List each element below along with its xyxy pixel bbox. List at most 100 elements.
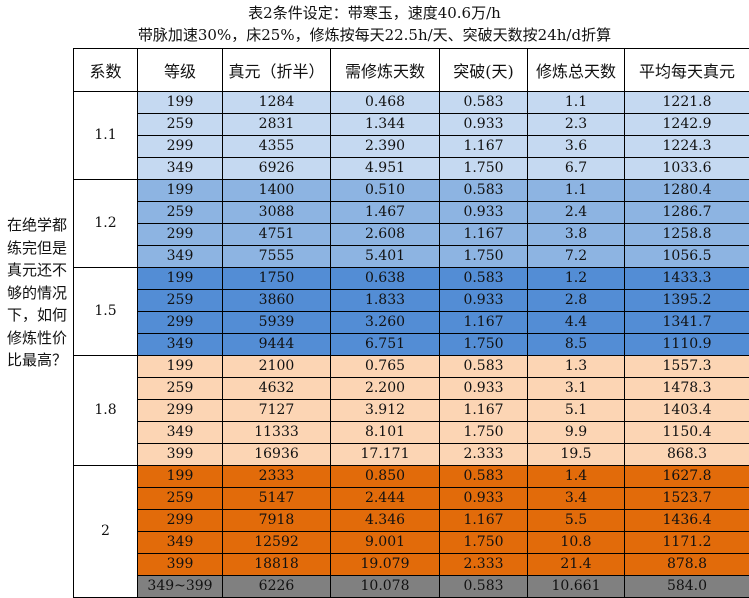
total-days-cell[interactable]: 5.1 xyxy=(528,400,625,422)
breakthrough-cell[interactable]: 0.583 xyxy=(440,356,528,378)
breakthrough-cell[interactable]: 1.167 xyxy=(440,400,528,422)
breakthrough-cell[interactable]: 1.750 xyxy=(440,246,528,268)
required-days-cell[interactable]: 17.171 xyxy=(331,444,440,466)
level-cell[interactable]: 259 xyxy=(138,378,223,400)
zhenyuan-cell[interactable]: 7918 xyxy=(223,510,331,532)
required-days-cell[interactable]: 1.344 xyxy=(331,114,440,136)
breakthrough-cell[interactable]: 1.750 xyxy=(440,334,528,356)
avg-per-day-cell[interactable]: 1224.3 xyxy=(625,136,749,158)
level-cell[interactable]: 199 xyxy=(138,356,223,378)
required-days-cell[interactable]: 2.444 xyxy=(331,488,440,510)
avg-per-day-cell[interactable]: 1221.8 xyxy=(625,92,749,114)
zhenyuan-cell[interactable]: 9444 xyxy=(223,334,331,356)
required-days-cell[interactable]: 3.912 xyxy=(331,400,440,422)
breakthrough-cell[interactable]: 1.750 xyxy=(440,422,528,444)
level-cell[interactable]: 349 xyxy=(138,334,223,356)
total-days-cell[interactable]: 8.5 xyxy=(528,334,625,356)
breakthrough-cell[interactable]: 0.583 xyxy=(440,268,528,290)
avg-per-day-cell[interactable]: 1033.6 xyxy=(625,158,749,180)
breakthrough-cell[interactable]: 1.167 xyxy=(440,312,528,334)
zhenyuan-cell[interactable]: 12592 xyxy=(223,532,331,554)
avg-per-day-cell[interactable]: 1433.3 xyxy=(625,268,749,290)
header-avg-per-day[interactable]: 平均每天真元 xyxy=(625,49,749,92)
total-days-cell[interactable]: 1.4 xyxy=(528,466,625,488)
coefficient-cell[interactable]: 1.2 xyxy=(74,180,138,268)
required-days-cell[interactable]: 19.079 xyxy=(331,554,440,576)
zhenyuan-cell[interactable]: 7555 xyxy=(223,246,331,268)
total-days-cell[interactable]: 10.8 xyxy=(528,532,625,554)
avg-per-day-cell[interactable]: 878.8 xyxy=(625,554,749,576)
breakthrough-cell[interactable]: 0.583 xyxy=(440,180,528,202)
header-zhenyuan[interactable]: 真元（折半） xyxy=(223,49,331,92)
breakthrough-cell[interactable]: 1.167 xyxy=(440,510,528,532)
avg-per-day-cell[interactable]: 1171.2 xyxy=(625,532,749,554)
zhenyuan-cell[interactable]: 11333 xyxy=(223,422,331,444)
breakthrough-cell[interactable]: 2.333 xyxy=(440,554,528,576)
level-cell[interactable]: 259 xyxy=(138,290,223,312)
zhenyuan-cell[interactable]: 6926 xyxy=(223,158,331,180)
total-days-cell[interactable]: 1.3 xyxy=(528,356,625,378)
required-days-cell[interactable]: 8.101 xyxy=(331,422,440,444)
breakthrough-cell[interactable]: 0.583 xyxy=(440,466,528,488)
zhenyuan-cell[interactable]: 1400 xyxy=(223,180,331,202)
zhenyuan-cell[interactable]: 2333 xyxy=(223,466,331,488)
required-days-cell[interactable]: 1.833 xyxy=(331,290,440,312)
total-days-cell[interactable]: 3.4 xyxy=(528,488,625,510)
breakthrough-cell[interactable]: 1.750 xyxy=(440,532,528,554)
breakthrough-cell[interactable]: 0.933 xyxy=(440,378,528,400)
avg-per-day-cell[interactable]: 1523.7 xyxy=(625,488,749,510)
total-days-cell[interactable]: 3.1 xyxy=(528,378,625,400)
level-cell[interactable]: 199 xyxy=(138,268,223,290)
zhenyuan-cell[interactable]: 5147 xyxy=(223,488,331,510)
required-days-cell[interactable]: 4.346 xyxy=(331,510,440,532)
header-breakthrough-days[interactable]: 突破(天) xyxy=(440,49,528,92)
avg-per-day-cell[interactable]: 1436.4 xyxy=(625,510,749,532)
total-days-cell[interactable]: 4.4 xyxy=(528,312,625,334)
header-level[interactable]: 等级 xyxy=(138,49,223,92)
breakthrough-cell[interactable]: 1.750 xyxy=(440,158,528,180)
summary-avg-per-day-cell[interactable]: 584.0 xyxy=(625,576,749,598)
zhenyuan-cell[interactable]: 16936 xyxy=(223,444,331,466)
avg-per-day-cell[interactable]: 1242.9 xyxy=(625,114,749,136)
required-days-cell[interactable]: 0.850 xyxy=(331,466,440,488)
total-days-cell[interactable]: 5.5 xyxy=(528,510,625,532)
total-days-cell[interactable]: 2.4 xyxy=(528,202,625,224)
zhenyuan-cell[interactable]: 4355 xyxy=(223,136,331,158)
zhenyuan-cell[interactable]: 4751 xyxy=(223,224,331,246)
zhenyuan-cell[interactable]: 3860 xyxy=(223,290,331,312)
total-days-cell[interactable]: 2.3 xyxy=(528,114,625,136)
zhenyuan-cell[interactable]: 5939 xyxy=(223,312,331,334)
level-cell[interactable]: 299 xyxy=(138,312,223,334)
breakthrough-cell[interactable]: 0.583 xyxy=(440,92,528,114)
breakthrough-cell[interactable]: 0.933 xyxy=(440,488,528,510)
required-days-cell[interactable]: 6.751 xyxy=(331,334,440,356)
avg-per-day-cell[interactable]: 1280.4 xyxy=(625,180,749,202)
total-days-cell[interactable]: 7.2 xyxy=(528,246,625,268)
avg-per-day-cell[interactable]: 1056.5 xyxy=(625,246,749,268)
level-cell[interactable]: 299 xyxy=(138,400,223,422)
level-cell[interactable]: 199 xyxy=(138,466,223,488)
required-days-cell[interactable]: 2.200 xyxy=(331,378,440,400)
required-days-cell[interactable]: 2.390 xyxy=(331,136,440,158)
coefficient-cell[interactable]: 1.5 xyxy=(74,268,138,356)
required-days-cell[interactable]: 0.638 xyxy=(331,268,440,290)
required-days-cell[interactable]: 2.608 xyxy=(331,224,440,246)
avg-per-day-cell[interactable]: 1627.8 xyxy=(625,466,749,488)
breakthrough-cell[interactable]: 1.167 xyxy=(440,224,528,246)
zhenyuan-cell[interactable]: 4632 xyxy=(223,378,331,400)
level-cell[interactable]: 299 xyxy=(138,224,223,246)
level-cell[interactable]: 299 xyxy=(138,510,223,532)
total-days-cell[interactable]: 6.7 xyxy=(528,158,625,180)
level-cell[interactable]: 199 xyxy=(138,92,223,114)
avg-per-day-cell[interactable]: 1258.8 xyxy=(625,224,749,246)
breakthrough-cell[interactable]: 1.167 xyxy=(440,136,528,158)
level-cell[interactable]: 199 xyxy=(138,180,223,202)
summary-required-days-cell[interactable]: 10.078 xyxy=(331,576,440,598)
zhenyuan-cell[interactable]: 3088 xyxy=(223,202,331,224)
summary-total-days-cell[interactable]: 10.661 xyxy=(528,576,625,598)
header-required-days[interactable]: 需修炼天数 xyxy=(331,49,440,92)
level-cell[interactable]: 349 xyxy=(138,246,223,268)
header-coefficient[interactable]: 系数 xyxy=(74,49,138,92)
coefficient-cell[interactable]: 1.8 xyxy=(74,356,138,466)
level-cell[interactable]: 299 xyxy=(138,136,223,158)
